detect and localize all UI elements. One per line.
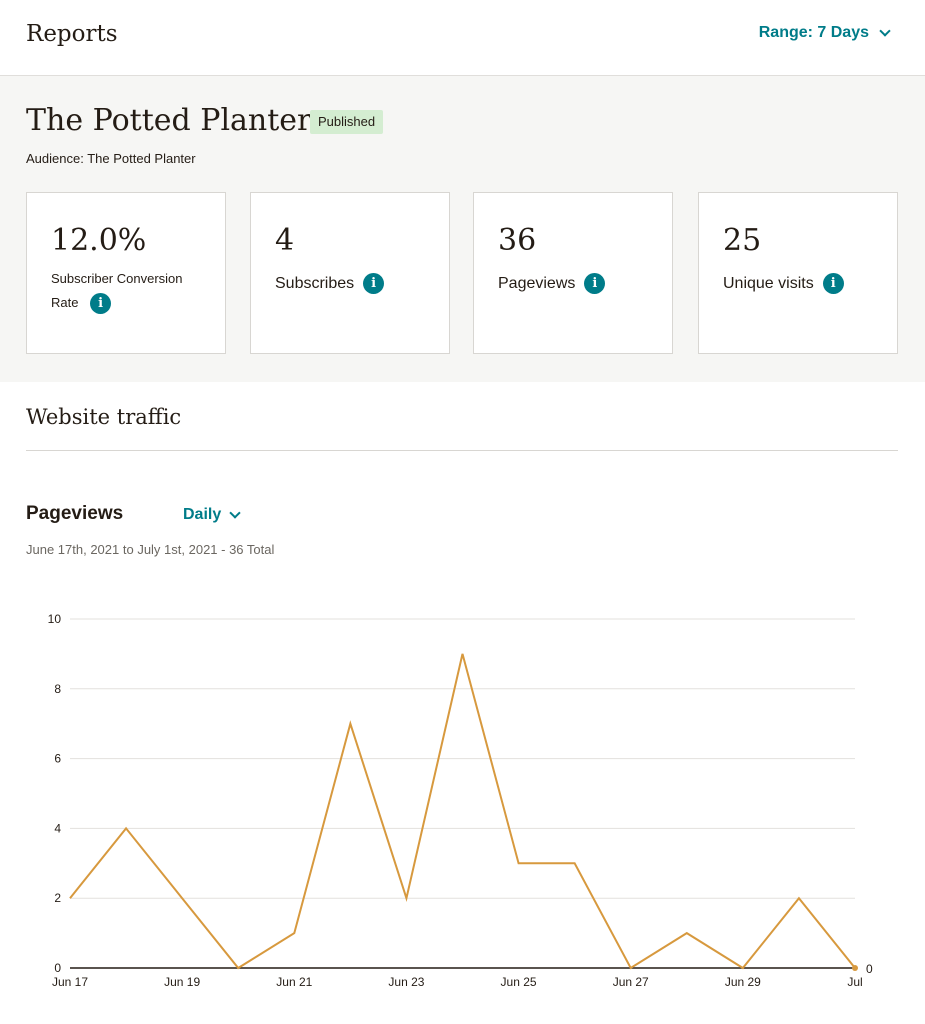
- status-badge: Published: [310, 110, 384, 134]
- chevron-down-icon: [879, 24, 891, 37]
- x-tick-label: Jul: [847, 975, 862, 989]
- x-tick-label: Jun 29: [725, 975, 761, 989]
- divider: [26, 450, 898, 451]
- stat-card-pageviews: 36 Pageviews i: [473, 192, 673, 354]
- y-tick-label: 0: [54, 961, 61, 975]
- chart-subtitle: June 17th, 2021 to July 1st, 2021 - 36 T…: [26, 542, 275, 557]
- x-tick-label: Jun 27: [613, 975, 649, 989]
- stat-value: 25: [723, 223, 762, 258]
- x-tick-label: Jun 21: [276, 975, 312, 989]
- chevron-down-icon: [229, 506, 241, 519]
- info-icon[interactable]: i: [90, 293, 112, 315]
- hero-section: The Potted Planter Published Audience: T…: [0, 76, 925, 382]
- range-label: Range: 7 Days: [758, 24, 869, 41]
- series-end-point: [852, 965, 858, 971]
- stat-card-conversion: 12.0% Subscriber Conversion Rate i: [26, 192, 226, 354]
- stat-value: 4: [275, 223, 295, 258]
- stat-value: 12.0%: [51, 223, 147, 258]
- granularity-dropdown[interactable]: Daily: [183, 506, 241, 524]
- stat-label-wrap: Subscriber Conversion Rate i: [51, 267, 211, 315]
- stat-card-unique-visits: 25 Unique visits i: [698, 192, 898, 354]
- stat-label: Pageviews: [498, 274, 576, 292]
- info-icon[interactable]: i: [363, 273, 385, 294]
- y-tick-label: 4: [54, 821, 61, 835]
- y-tick-label: 10: [48, 612, 62, 626]
- y-tick-label: 8: [54, 682, 61, 696]
- end-value-label: 0: [866, 962, 873, 976]
- y-tick-label: 2: [54, 891, 61, 905]
- section-title-website-traffic: Website traffic: [26, 405, 182, 429]
- chart-title: Pageviews: [26, 503, 124, 524]
- granularity-label: Daily: [183, 506, 222, 523]
- x-tick-label: Jun 19: [164, 975, 200, 989]
- audience-label: Audience: The Potted Planter: [26, 151, 196, 166]
- stat-value: 36: [498, 223, 537, 258]
- y-tick-label: 6: [54, 752, 61, 766]
- series-line: [69, 653, 856, 970]
- pageviews-chart: 0 2 4 6 8 10 Jun 17 Jun 19 Jun 21 Jun 23 Jun 25 Jun…: [48, 612, 873, 989]
- site-name: The Potted Planter: [26, 103, 312, 138]
- info-icon[interactable]: i: [584, 273, 606, 294]
- stat-label-wrap: Subscribes i: [275, 273, 385, 294]
- info-icon[interactable]: i: [822, 273, 844, 294]
- range-dropdown[interactable]: Range: 7 Days: [758, 24, 891, 42]
- x-tick-label: Jun 17: [52, 975, 88, 989]
- x-tick-label: Jun 25: [501, 975, 537, 989]
- page-title: Reports: [26, 21, 118, 47]
- stat-label-wrap: Unique visits i: [723, 273, 844, 294]
- stat-label: Unique visits: [723, 274, 814, 292]
- top-bar: Reports Range: 7 Days: [0, 0, 925, 76]
- stat-label: Subscriber Conversion Rate: [51, 271, 183, 310]
- stat-label: Subscribes: [275, 274, 355, 292]
- stat-card-subscribes: 4 Subscribes i: [250, 192, 450, 354]
- stat-label-wrap: Pageviews i: [498, 273, 606, 294]
- x-tick-label: Jun 23: [388, 975, 424, 989]
